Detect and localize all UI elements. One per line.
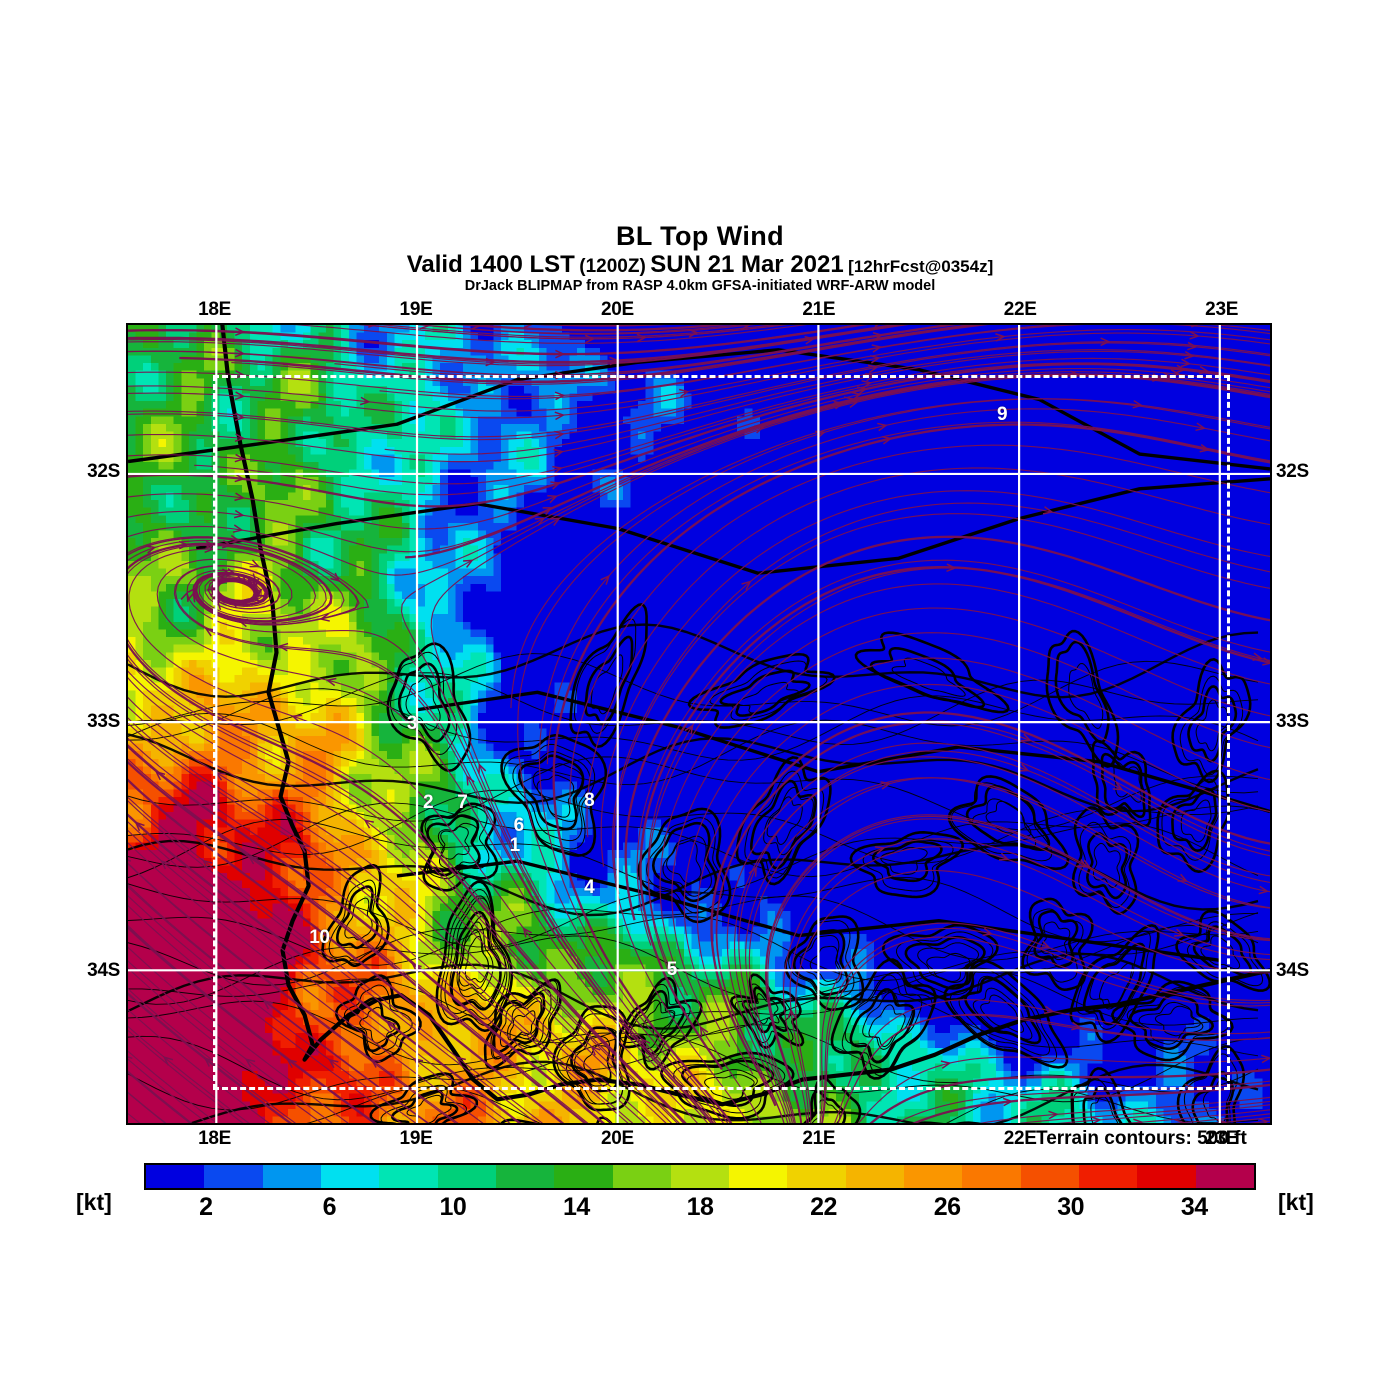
colorbar-band-11	[787, 1165, 846, 1188]
wind-streamline-layer	[128, 325, 1270, 1123]
colorbar-band-14	[962, 1165, 1021, 1188]
graticule-layer	[128, 325, 1270, 1123]
colorbar-tick-2: 2	[199, 1193, 213, 1221]
axis-tick-lon-22E-top: 22E	[1003, 299, 1037, 320]
colorbar-band-18	[1195, 1165, 1254, 1188]
subtitle-date: SUN 21 Mar 2021	[650, 250, 844, 278]
axis-tick-lon-23E-top: 23E	[1205, 299, 1239, 320]
colorbar-band-1	[204, 1165, 263, 1188]
axis-tick-lon-22E-bot: 22E	[1003, 1128, 1037, 1149]
axis-tick-lon-20E-top: 20E	[600, 299, 634, 320]
site-marker-4[interactable]: 4	[584, 876, 595, 898]
site-marker-2[interactable]: 2	[423, 792, 434, 814]
colorbar-tick-18: 18	[686, 1193, 714, 1221]
axis-tick-lon-23E-bot: 23E	[1205, 1128, 1239, 1149]
axis-tick-lon-19E-top: 19E	[399, 299, 433, 320]
colorbar-band-15	[1020, 1165, 1079, 1188]
axis-tick-lat-33S-right: 33S	[1276, 710, 1309, 732]
site-marker-layer: 1 2 3 4 5 6 7 8 9 10	[128, 325, 1270, 1123]
colorbar-tick-30: 30	[1057, 1193, 1085, 1221]
colorbar-band-13	[904, 1165, 963, 1188]
axis-tick-lat-34S-left: 34S	[87, 959, 120, 981]
colorbar-unit-right: [kt]	[1278, 1189, 1314, 1215]
axis-tick-lat-32S-right: 32S	[1276, 461, 1309, 483]
colorbar-tick-22: 22	[810, 1193, 837, 1221]
colorbar-tick-14: 14	[563, 1193, 590, 1221]
colorbar-band-9	[670, 1165, 730, 1188]
colorbar[interactable]	[144, 1163, 1256, 1190]
map-plot[interactable]: 1 2 3 4 5 6 7 8 9 10	[126, 323, 1272, 1125]
colorbar-band-8	[612, 1165, 671, 1188]
site-marker-6[interactable]: 6	[513, 814, 525, 836]
colorbar-band-7	[554, 1165, 613, 1188]
site-marker-1[interactable]: 1	[509, 834, 521, 856]
subtitle-forecast-tag: [12hrFcst@0354z]	[848, 256, 994, 276]
axis-tick-lon-18E-top: 18E	[198, 299, 232, 320]
axis-tick-lon-19E-bot: 19E	[399, 1128, 433, 1149]
site-marker-9[interactable]: 9	[997, 403, 1008, 425]
colorbar-band-6	[495, 1165, 555, 1188]
colorbar-tick-34: 34	[1180, 1193, 1208, 1221]
chart-title-block: BL Top Wind Valid 1400 LST (1200Z) SUN 2…	[0, 222, 1400, 294]
colorbar-band-4	[379, 1165, 438, 1188]
colorbar-band-17	[1137, 1165, 1196, 1188]
colorbar-band-12	[845, 1165, 905, 1188]
site-marker-8[interactable]: 8	[584, 789, 595, 811]
terrain-contour-note: Terrain contours: 500 ft	[1036, 1128, 1247, 1149]
colorbar-band-2	[262, 1165, 321, 1188]
site-marker-5[interactable]: 5	[666, 959, 678, 981]
axis-tick-lon-20E-bot: 20E	[600, 1128, 634, 1149]
site-marker-10[interactable]: 10	[309, 926, 330, 948]
colorbar-band-0	[146, 1165, 205, 1188]
colorbar-tick-26: 26	[933, 1193, 961, 1221]
model-credit: DrJack BLIPMAP from RASP 4.0km GFSA-init…	[464, 278, 936, 295]
colorbar-band-10	[729, 1165, 788, 1188]
site-marker-3[interactable]: 3	[406, 712, 418, 734]
axis-tick-lon-18E-bot: 18E	[198, 1128, 232, 1149]
subtitle: Valid 1400 LST (1200Z) SUN 21 Mar 2021 […	[0, 250, 1400, 278]
inner-domain-boundary	[212, 374, 1230, 1090]
subtitle-utc-time: (1200Z)	[579, 255, 646, 277]
subtitle-valid-time: Valid 1400 LST	[406, 250, 575, 278]
colorbar-unit-left: [kt]	[76, 1189, 112, 1215]
colorbar-tick-6: 6	[322, 1193, 337, 1221]
axis-tick-lat-34S-right: 34S	[1276, 959, 1309, 981]
colorbar-band-16	[1079, 1165, 1138, 1188]
colorbar-band-5	[437, 1165, 496, 1188]
page-title: BL Top Wind	[615, 221, 785, 251]
axis-tick-lat-32S-left: 32S	[87, 461, 120, 483]
axis-tick-lat-33S-left: 33S	[87, 710, 120, 732]
axis-tick-lon-21E-bot: 21E	[802, 1128, 836, 1149]
colorbar-tick-10: 10	[439, 1193, 467, 1221]
colorbar-group: [kt] [kt] 2 6 10 14 18 22 26 30 34	[0, 1163, 1400, 1243]
colorbar-band-3	[320, 1165, 380, 1188]
site-marker-7[interactable]: 7	[457, 792, 468, 814]
axis-tick-lon-21E-top: 21E	[802, 299, 836, 320]
